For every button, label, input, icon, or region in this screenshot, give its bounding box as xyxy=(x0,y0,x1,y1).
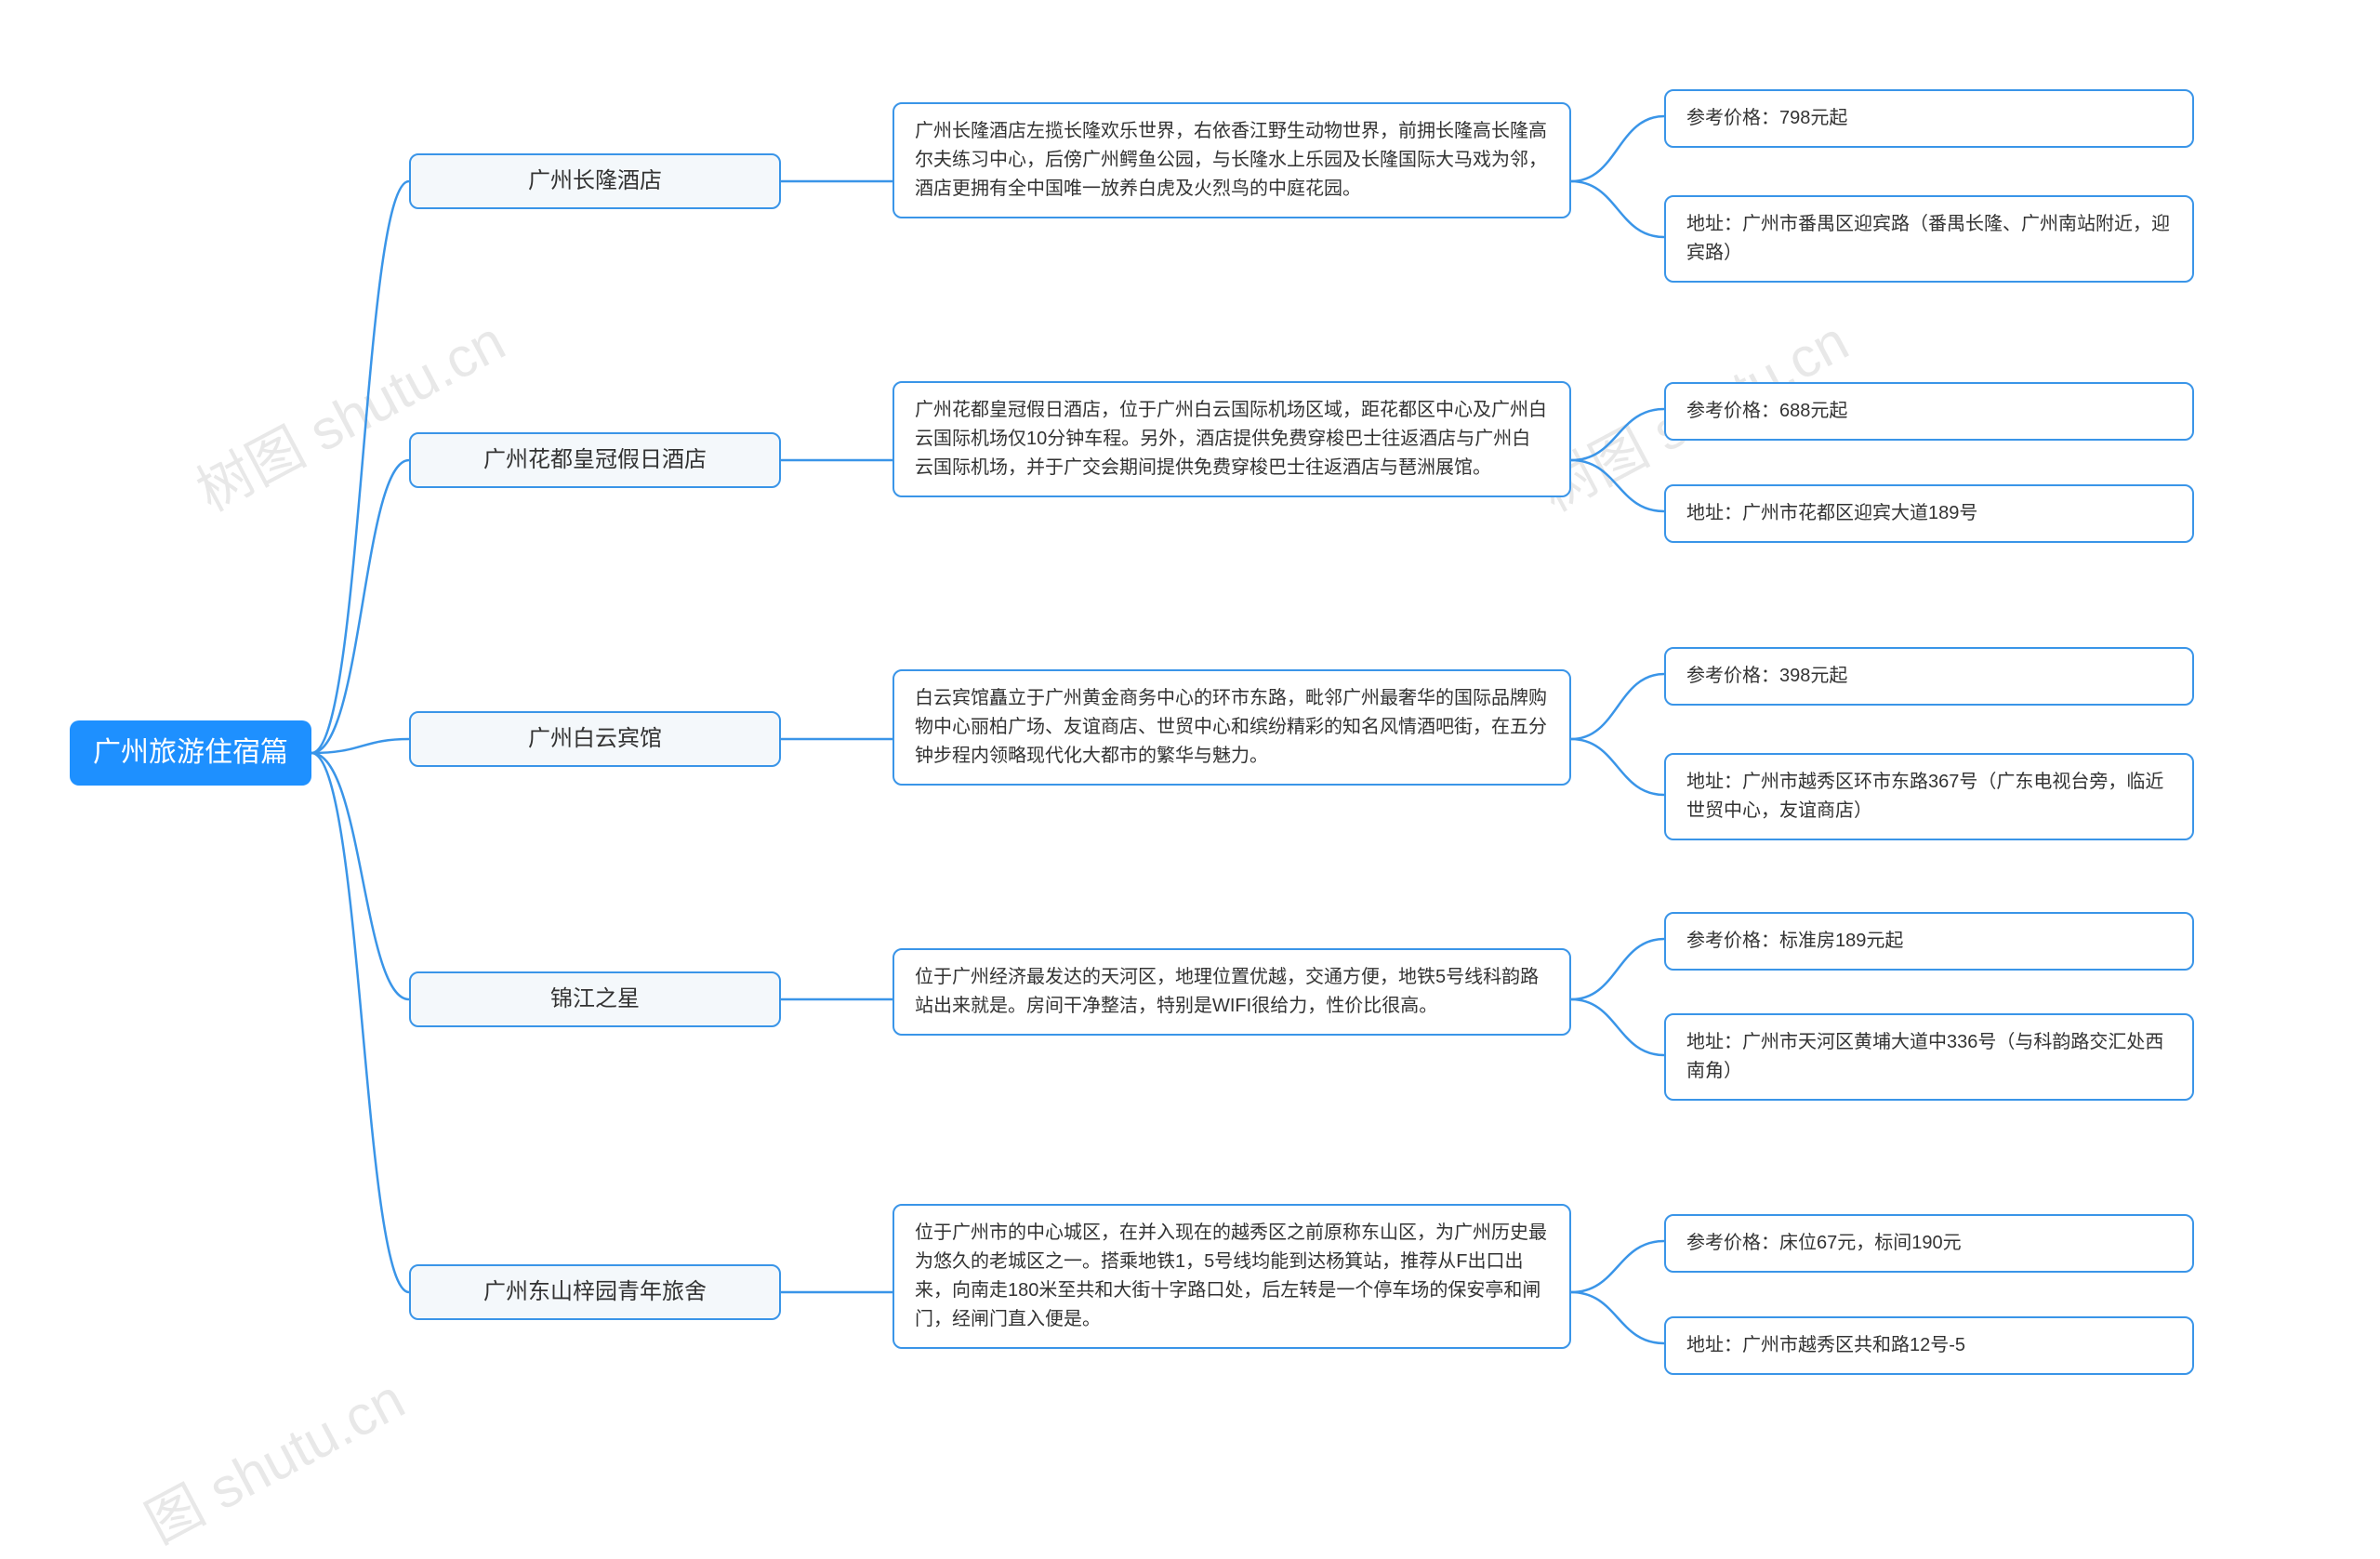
hotel-desc: 广州长隆酒店左揽长隆欢乐世界，右依香江野生动物世界，前拥长隆高长隆高尔夫练习中心… xyxy=(915,117,1549,204)
hotel-address-node: 地址：广州市花都区迎宾大道189号 xyxy=(1664,484,2194,543)
watermark: 树图 shutu.cn xyxy=(180,297,517,527)
watermark: 图 shutu.cn xyxy=(129,1355,416,1559)
hotel-address: 地址：广州市番禺区迎宾路（番禺长隆、广州南站附近，迎宾路） xyxy=(1686,210,2172,268)
hotel-price: 参考价格：床位67元，标间190元 xyxy=(1686,1229,1962,1258)
hotel-address: 地址：广州市天河区黄埔大道中336号（与科韵路交汇处西南角） xyxy=(1686,1028,2172,1086)
hotel-desc-node: 位于广州市的中心城区，在并入现在的越秀区之前原称东山区，为广州历史最为悠久的老城… xyxy=(892,1204,1571,1349)
hotel-price-node: 参考价格：688元起 xyxy=(1664,382,2194,441)
hotel-name-node: 广州花都皇冠假日酒店 xyxy=(409,432,781,488)
hotel-desc: 位于广州市的中心城区，在并入现在的越秀区之前原称东山区，为广州历史最为悠久的老城… xyxy=(915,1219,1549,1334)
hotel-desc-node: 白云宾馆矗立于广州黄金商务中心的环市东路，毗邻广州最奢华的国际品牌购物中心丽柏广… xyxy=(892,669,1571,786)
hotel-name-node: 广州长隆酒店 xyxy=(409,153,781,209)
hotel-price: 参考价格：798元起 xyxy=(1686,104,1847,133)
hotel-name: 广州长隆酒店 xyxy=(528,164,662,198)
hotel-name: 锦江之星 xyxy=(550,982,640,1016)
hotel-address: 地址：广州市越秀区环市东路367号（广东电视台旁，临近世贸中心，友谊商店） xyxy=(1686,768,2172,826)
root-node: 广州旅游住宿篇 xyxy=(70,720,311,786)
hotel-address: 地址：广州市花都区迎宾大道189号 xyxy=(1686,499,1977,528)
hotel-desc: 位于广州经济最发达的天河区，地理位置优越，交通方便，地铁5号线科韵路站出来就是。… xyxy=(915,963,1549,1021)
hotel-name-node: 广州东山梓园青年旅舍 xyxy=(409,1264,781,1320)
hotel-name: 广州东山梓园青年旅舍 xyxy=(483,1275,707,1309)
hotel-name-node: 广州白云宾馆 xyxy=(409,711,781,767)
hotel-address-node: 地址：广州市天河区黄埔大道中336号（与科韵路交汇处西南角） xyxy=(1664,1013,2194,1101)
hotel-address-node: 地址：广州市番禺区迎宾路（番禺长隆、广州南站附近，迎宾路） xyxy=(1664,195,2194,283)
hotel-name: 广州白云宾馆 xyxy=(528,721,662,756)
hotel-desc: 白云宾馆矗立于广州黄金商务中心的环市东路，毗邻广州最奢华的国际品牌购物中心丽柏广… xyxy=(915,684,1549,771)
hotel-price: 参考价格：398元起 xyxy=(1686,662,1847,691)
hotel-price: 参考价格：标准房189元起 xyxy=(1686,927,1903,956)
hotel-desc-node: 广州花都皇冠假日酒店，位于广州白云国际机场区域，距花都区中心及广州白云国际机场仅… xyxy=(892,381,1571,497)
hotel-name-node: 锦江之星 xyxy=(409,971,781,1027)
root-label: 广州旅游住宿篇 xyxy=(93,732,288,775)
hotel-name: 广州花都皇冠假日酒店 xyxy=(483,443,707,477)
hotel-price-node: 参考价格：798元起 xyxy=(1664,89,2194,148)
hotel-price-node: 参考价格：标准房189元起 xyxy=(1664,912,2194,971)
hotel-address: 地址：广州市越秀区共和路12号-5 xyxy=(1686,1331,1965,1360)
hotel-address-node: 地址：广州市越秀区环市东路367号（广东电视台旁，临近世贸中心，友谊商店） xyxy=(1664,753,2194,840)
hotel-desc-node: 广州长隆酒店左揽长隆欢乐世界，右依香江野生动物世界，前拥长隆高长隆高尔夫练习中心… xyxy=(892,102,1571,218)
hotel-price-node: 参考价格：398元起 xyxy=(1664,647,2194,706)
hotel-desc-node: 位于广州经济最发达的天河区，地理位置优越，交通方便，地铁5号线科韵路站出来就是。… xyxy=(892,948,1571,1036)
hotel-desc: 广州花都皇冠假日酒店，位于广州白云国际机场区域，距花都区中心及广州白云国际机场仅… xyxy=(915,396,1549,482)
hotel-address-node: 地址：广州市越秀区共和路12号-5 xyxy=(1664,1316,2194,1375)
hotel-price: 参考价格：688元起 xyxy=(1686,397,1847,426)
hotel-price-node: 参考价格：床位67元，标间190元 xyxy=(1664,1214,2194,1273)
